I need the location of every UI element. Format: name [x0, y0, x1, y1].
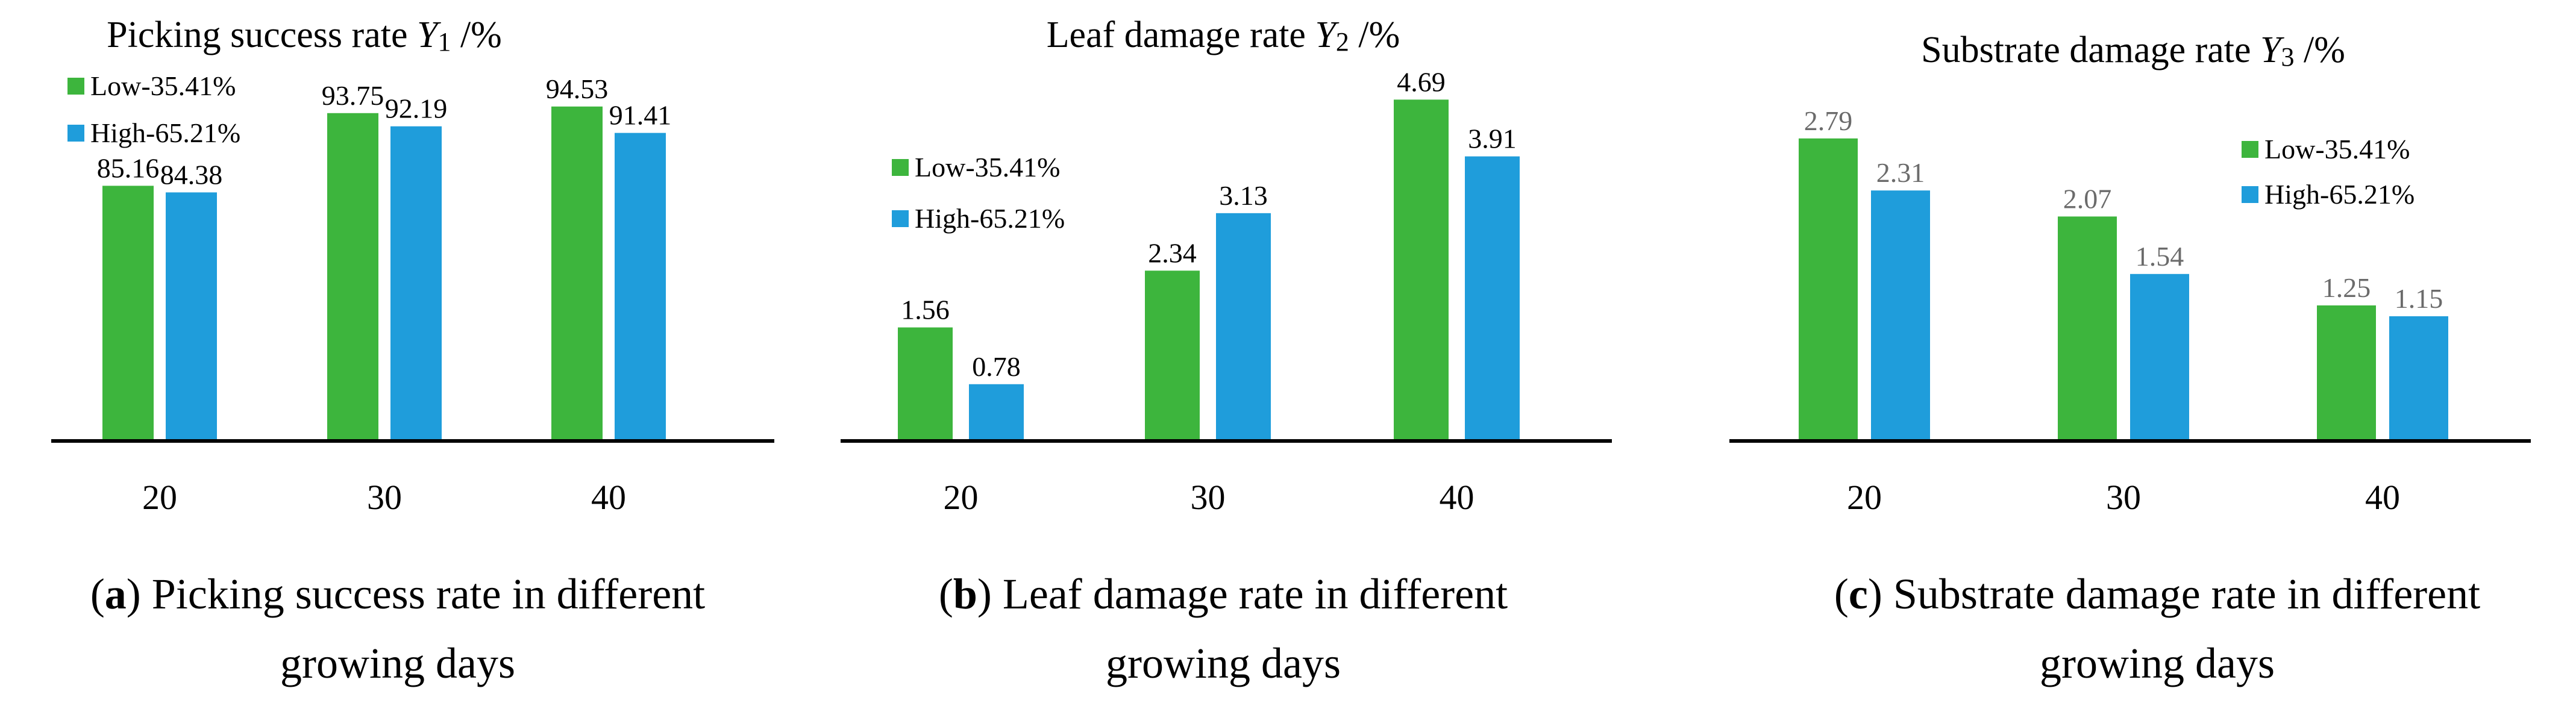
x-tick-label: 20	[1847, 478, 1882, 517]
data-label: 0.78	[972, 351, 1021, 382]
data-label: 93.75	[322, 80, 384, 111]
data-label: 3.13	[1219, 180, 1268, 211]
x-tick-label: 40	[591, 478, 626, 517]
bar-low-30	[1145, 270, 1200, 441]
chart-panel-a: Picking success rate Y1 /% 85.16 93.75 94.5…	[51, 14, 774, 687]
chart-title: Leaf damage rate Y2 /%	[1047, 14, 1400, 57]
data-label: 2.34	[1148, 237, 1197, 268]
legend-entry: High-65.21%	[2264, 179, 2415, 210]
x-tick-label: 30	[367, 478, 402, 517]
data-label: 94.53	[546, 73, 609, 104]
legend-entry: High-65.21%	[90, 117, 240, 148]
legend-swatch	[67, 125, 84, 142]
chart-panel-c: Substrate damage rate Y3 /% 2.79 2.07 1.25 2…	[1729, 30, 2531, 687]
data-label: 2.07	[2063, 183, 2112, 214]
x-tick-label: 40	[2365, 478, 2400, 517]
bar-low-30	[2058, 216, 2117, 441]
bar-high-40	[615, 133, 666, 441]
caption-line-1: (b) Leaf damage rate in different	[939, 570, 1508, 618]
legend-swatch	[2242, 186, 2258, 203]
caption-line-1: (c) Substrate damage rate in different	[1834, 570, 2480, 618]
caption-line-2: growing days	[2040, 639, 2275, 687]
legend-swatch	[2242, 141, 2258, 158]
data-label: 3.91	[1468, 123, 1517, 154]
legend-entry: High-65.21%	[915, 203, 1065, 234]
bar-high-20	[166, 192, 217, 441]
bar-low-20	[898, 327, 953, 441]
bar-low-30	[327, 113, 378, 441]
data-label: 92.19	[385, 93, 448, 124]
x-tick-label: 20	[944, 478, 979, 517]
legend-entry: Low-35.41%	[915, 152, 1060, 183]
chart-panel-b: Leaf damage rate Y2 /% 1.56 2.34 4.69 0.78 3.…	[841, 14, 1612, 687]
data-label: 2.31	[1876, 157, 1925, 188]
data-label: 1.56	[901, 295, 950, 325]
caption-line-2: growing days	[280, 639, 515, 687]
legend-swatch	[67, 78, 84, 95]
data-label: 1.25	[2322, 272, 2371, 303]
bar-low-20	[102, 186, 154, 441]
x-tick-label: 30	[1191, 478, 1226, 517]
legend-entry: Low-35.41%	[90, 70, 236, 101]
data-label: 84.38	[160, 159, 223, 190]
x-tick-label: 20	[142, 478, 177, 517]
bar-low-40	[551, 106, 603, 441]
bar-high-40	[2389, 316, 2448, 441]
legend-swatch	[892, 159, 909, 176]
bar-high-20	[969, 384, 1024, 441]
legend-entry: Low-35.41%	[2264, 134, 2410, 164]
bar-low-40	[2317, 305, 2376, 441]
bar-high-30	[1216, 213, 1271, 441]
bar-low-20	[1799, 138, 1858, 442]
bar-high-40	[1465, 156, 1520, 441]
bar-high-30	[390, 126, 442, 441]
legend-swatch	[892, 210, 909, 227]
data-label: 85.16	[97, 152, 160, 183]
bar-low-40	[1394, 99, 1449, 441]
x-tick-label: 40	[1440, 478, 1474, 517]
data-label: 1.15	[2395, 283, 2443, 314]
bar-high-20	[1871, 190, 1930, 441]
data-label: 2.79	[1804, 105, 1853, 136]
x-tick-label: 30	[2106, 478, 2141, 517]
caption-line-2: growing days	[1106, 639, 1341, 687]
caption-line-1: (a) Picking success rate in different	[90, 570, 705, 618]
chart-title: Picking success rate Y1 /%	[107, 14, 502, 57]
data-label: 4.69	[1397, 66, 1446, 97]
data-label: 1.54	[2136, 241, 2184, 272]
data-label: 91.41	[609, 100, 672, 131]
bar-high-30	[2130, 273, 2189, 441]
chart-title: Substrate damage rate Y3 /%	[1921, 30, 2345, 72]
